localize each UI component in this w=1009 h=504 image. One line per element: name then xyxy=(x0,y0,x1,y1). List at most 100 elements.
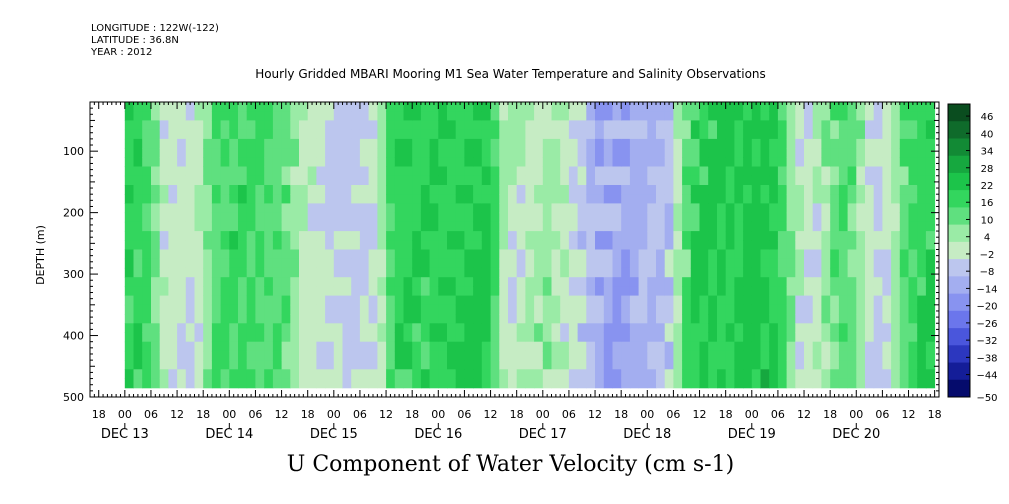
heatmap-cell xyxy=(812,332,822,343)
heatmap-cell xyxy=(847,185,857,195)
heatmap-cell xyxy=(377,166,387,177)
heatmap-cell xyxy=(891,295,901,306)
heatmap-cell xyxy=(795,231,805,241)
heatmap-cell xyxy=(551,341,561,352)
heatmap-cell xyxy=(333,111,343,121)
heatmap-cell xyxy=(368,286,378,297)
heatmap-cell xyxy=(551,295,561,306)
heatmap-cell xyxy=(917,102,927,112)
heatmap-cell xyxy=(673,194,683,204)
heatmap-cell xyxy=(786,102,796,112)
heatmap-cell xyxy=(769,111,779,121)
heatmap-cell xyxy=(368,129,378,140)
heatmap-cell xyxy=(551,304,561,315)
heatmap-cell xyxy=(455,378,465,389)
heatmap-cell xyxy=(386,221,396,232)
heatmap-cell xyxy=(490,157,500,167)
heatmap-cell xyxy=(368,138,378,149)
heatmap-cell xyxy=(333,120,343,131)
heatmap-cell xyxy=(786,378,796,389)
heatmap-cell xyxy=(412,221,422,232)
heatmap-cell xyxy=(621,148,631,158)
heatmap-cell xyxy=(838,175,849,186)
heatmap-cell xyxy=(455,341,465,352)
heatmap-cell xyxy=(464,323,474,333)
heatmap-cell xyxy=(403,258,413,269)
heatmap-cell xyxy=(603,138,613,149)
heatmap-cell xyxy=(603,267,613,278)
heatmap-cell xyxy=(351,203,361,214)
heatmap-cell xyxy=(429,157,439,167)
heatmap-cell xyxy=(682,304,692,315)
heatmap-cell xyxy=(133,360,143,370)
colorbar-segment xyxy=(948,345,970,363)
heatmap-cell xyxy=(142,203,152,214)
heatmap-cell xyxy=(429,378,439,389)
heatmap-cell xyxy=(725,341,735,352)
heatmap-cell xyxy=(795,157,805,167)
heatmap-cell xyxy=(508,231,518,241)
heatmap-cell xyxy=(838,323,849,333)
heatmap-cell xyxy=(891,120,901,131)
heatmap-cell xyxy=(464,138,474,149)
heatmap-cell xyxy=(238,369,248,379)
heatmap-cell xyxy=(917,314,927,324)
heatmap-cell xyxy=(899,166,909,177)
heatmap-cell xyxy=(595,369,605,379)
heatmap-cell xyxy=(551,240,561,250)
heatmap-cell xyxy=(725,360,735,370)
heatmap-cell xyxy=(220,304,230,315)
heatmap-cell xyxy=(342,166,352,177)
heatmap-cell xyxy=(699,378,709,389)
heatmap-cell xyxy=(325,350,335,361)
heatmap-cell xyxy=(769,350,779,361)
heatmap-cell xyxy=(568,369,579,379)
heatmap-cell xyxy=(560,240,570,250)
heatmap-cell xyxy=(281,120,291,131)
heatmap-cell xyxy=(865,231,875,241)
heatmap-cell xyxy=(272,148,283,158)
heatmap-cell xyxy=(699,249,709,260)
heatmap-cell xyxy=(490,185,500,195)
heatmap-cell xyxy=(281,249,291,260)
heatmap-cell xyxy=(821,332,831,343)
heatmap-cell xyxy=(133,286,143,297)
heatmap-cell xyxy=(351,350,361,361)
heatmap-cell xyxy=(307,212,317,223)
heatmap-cell xyxy=(708,194,718,204)
heatmap-cell xyxy=(838,369,849,379)
heatmap-cell xyxy=(769,304,779,315)
heatmap-cell xyxy=(621,323,631,333)
heatmap-cell xyxy=(629,221,640,232)
heatmap-cell xyxy=(821,240,831,250)
heatmap-cell xyxy=(229,194,239,204)
heatmap-cell xyxy=(612,267,622,278)
heatmap-cell xyxy=(359,157,370,167)
heatmap-cell xyxy=(185,194,195,204)
heatmap-cell xyxy=(229,157,239,167)
heatmap-cell xyxy=(577,314,587,324)
heatmap-cell xyxy=(560,203,570,214)
heatmap-cell xyxy=(333,295,343,306)
heatmap-cell xyxy=(812,203,822,214)
heatmap-cell xyxy=(656,295,666,306)
heatmap-cell xyxy=(673,277,683,287)
heatmap-cell xyxy=(882,231,892,241)
heatmap-cell xyxy=(629,102,640,112)
heatmap-cell xyxy=(290,157,300,167)
heatmap-cell xyxy=(211,240,222,250)
heatmap-cell xyxy=(838,304,849,315)
heatmap-cell xyxy=(299,369,309,379)
heatmap-cell xyxy=(664,212,674,223)
heatmap-cell xyxy=(838,350,849,361)
heatmap-cell xyxy=(908,129,918,140)
x-tick-label: 18 xyxy=(614,408,628,421)
heatmap-cell xyxy=(333,314,343,324)
heatmap-cell xyxy=(211,120,222,131)
heatmap-cell xyxy=(429,231,439,241)
heatmap-cell xyxy=(473,166,483,177)
heatmap-cell xyxy=(568,304,579,315)
heatmap-cell xyxy=(865,138,875,149)
heatmap-cell xyxy=(873,341,883,352)
heatmap-cell xyxy=(255,258,265,269)
